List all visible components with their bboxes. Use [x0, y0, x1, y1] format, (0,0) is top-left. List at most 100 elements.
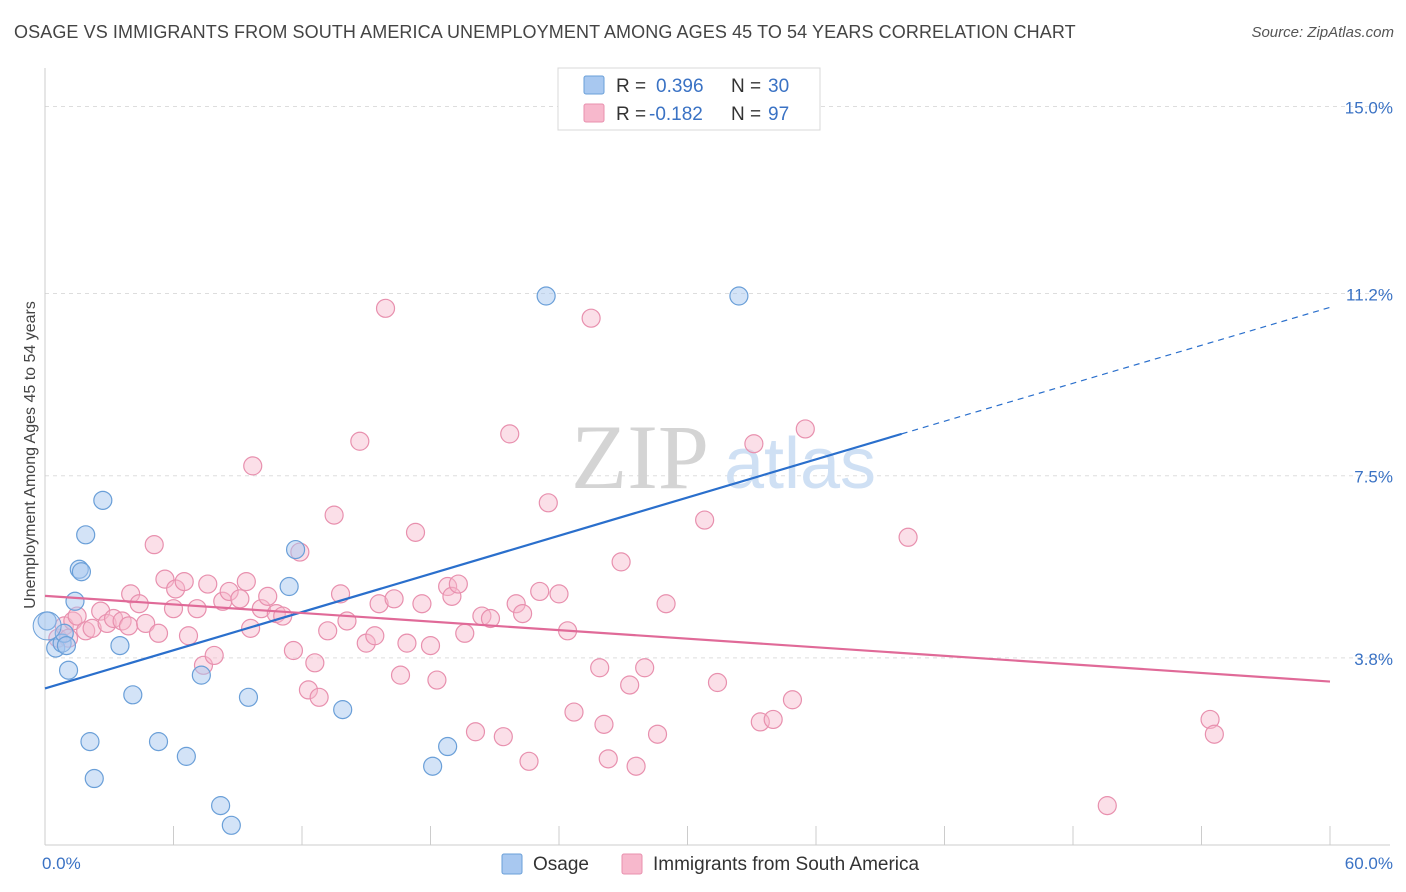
immigrants-point	[144, 535, 164, 555]
immigrants-point	[283, 640, 304, 661]
immigrants-point	[564, 702, 584, 722]
immigrants-point	[405, 522, 426, 542]
immigrants-point	[136, 613, 156, 634]
immigrants-point	[598, 749, 618, 769]
osage-point	[56, 635, 77, 656]
immigrants-point	[581, 308, 601, 328]
bottom-legend-swatch-immigrants	[621, 853, 643, 875]
osage-point	[279, 576, 299, 597]
immigrants-point	[82, 618, 102, 638]
osage-point	[333, 700, 353, 720]
osage-point-large	[32, 611, 62, 641]
immigrants-point	[375, 298, 396, 318]
immigrants-point	[763, 709, 783, 730]
osage-point	[423, 756, 443, 776]
x-tick-label-max: 60.0%	[1345, 854, 1393, 873]
osage-point	[93, 490, 113, 510]
immigrants-point	[420, 635, 441, 656]
legend-r-label-immigrants: R =	[616, 104, 646, 125]
immigrants-trend-line	[44, 594, 1331, 683]
immigrants-point	[318, 621, 338, 641]
osage-point	[238, 687, 259, 707]
immigrants-point	[187, 599, 207, 619]
bottom-legend-swatch-osage	[501, 853, 523, 875]
legend-n-value-osage: 30	[768, 76, 789, 97]
osage-trend-line	[44, 432, 902, 690]
immigrants-point	[455, 623, 475, 643]
immigrants-point	[148, 623, 169, 643]
osage-point	[221, 815, 241, 835]
immigrants-point	[178, 626, 199, 646]
immigrants-point	[695, 510, 715, 530]
y-tick-label-0: 3.8%	[1354, 650, 1393, 669]
osage-point	[729, 286, 749, 306]
immigrants-point	[305, 653, 325, 673]
immigrants-point	[324, 505, 344, 525]
immigrants-point	[590, 658, 610, 678]
osage-point	[211, 796, 231, 816]
immigrants-point	[1200, 709, 1220, 730]
immigrants-point	[626, 756, 646, 776]
osage-point	[71, 562, 92, 582]
immigrants-point	[350, 431, 370, 451]
y-axis-label: Unemployment Among Ages 45 to 54 years	[22, 301, 39, 609]
legend-n-value-immigrants: 97	[768, 104, 789, 125]
x-tick-labels: 0.0% 60.0%	[42, 854, 1393, 873]
immigrants-point	[384, 589, 404, 609]
immigrants-point	[155, 569, 175, 589]
osage-points	[32, 286, 749, 835]
immigrants-point	[230, 589, 250, 609]
osage-point	[191, 665, 211, 685]
immigrants-point	[538, 493, 558, 513]
legend-swatch-immigrants	[583, 103, 605, 123]
osage-point	[110, 635, 130, 656]
osage-point	[438, 736, 458, 757]
watermark: ZIP atlas	[571, 406, 876, 508]
immigrants-points	[48, 298, 1224, 816]
osage-point	[176, 746, 196, 766]
immigrants-point	[1204, 724, 1224, 744]
immigrants-point	[412, 594, 432, 614]
osage-point	[536, 286, 556, 306]
trend-lines	[44, 306, 1331, 690]
immigrants-point	[512, 603, 533, 624]
osage-point	[123, 685, 143, 705]
osage-point	[84, 768, 104, 789]
legend-n-label-osage: N =	[731, 76, 761, 97]
immigrants-point	[506, 594, 526, 614]
immigrants-point	[493, 727, 513, 747]
y-tick-label-2: 11.2%	[1346, 286, 1393, 305]
immigrants-point	[365, 626, 385, 646]
immigrants-point	[744, 434, 764, 454]
immigrants-point	[448, 574, 468, 594]
immigrants-point	[369, 594, 389, 614]
immigrants-point	[97, 613, 117, 634]
immigrants-point	[129, 594, 149, 614]
bottom-legend-label-osage: Osage	[533, 854, 589, 875]
grid-lines	[45, 105, 1390, 659]
osage-point	[148, 732, 169, 752]
series-legend: Osage Immigrants from South America	[501, 853, 920, 875]
legend-n-label-immigrants: N =	[731, 104, 761, 125]
osage-point	[285, 539, 306, 560]
immigrants-point	[898, 527, 918, 547]
immigrants-point	[427, 670, 447, 690]
immigrants-point	[298, 680, 319, 700]
immigrants-point	[219, 581, 239, 602]
immigrants-point	[390, 665, 411, 685]
osage-point	[76, 525, 96, 545]
immigrants-point	[309, 687, 329, 707]
bottom-legend-label-immigrants: Immigrants from South America	[653, 854, 920, 875]
immigrants-point	[174, 571, 194, 592]
immigrants-point	[204, 645, 224, 666]
immigrants-point	[480, 608, 501, 629]
immigrants-point	[258, 586, 278, 606]
immigrants-point	[442, 586, 462, 606]
immigrants-point	[397, 633, 417, 653]
immigrants-point	[656, 594, 676, 614]
immigrants-point	[594, 714, 614, 734]
immigrants-point	[635, 658, 655, 678]
osage-point	[80, 732, 100, 752]
legend-r-value-immigrants: -0.182	[649, 104, 703, 125]
